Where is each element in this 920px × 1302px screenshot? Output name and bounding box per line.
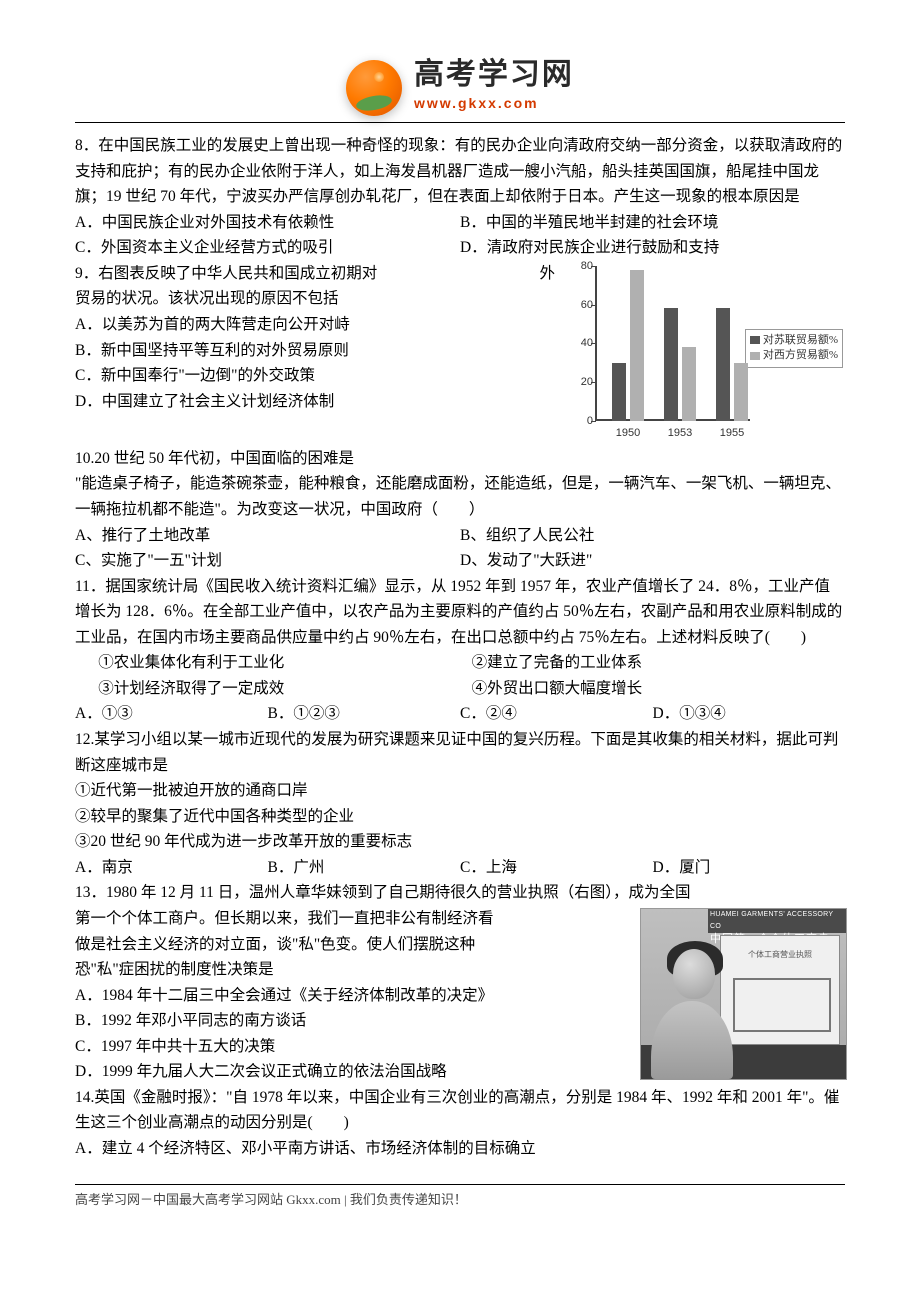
question-9: 9．右图表反映了中华人民共和国成立初期对 外 贸易的状况。该状况出现的原因不包括… <box>75 261 845 446</box>
q11-option-b: B．①②③ <box>268 701 461 727</box>
q8-option-d: D．清政府对民族企业进行鼓励和支持 <box>460 235 845 261</box>
q9-stem-c: 贸易的状况。该状况出现的原因不包括 <box>75 286 555 312</box>
q8-option-b: B．中国的半殖民地半封建的社会环境 <box>460 210 845 236</box>
logo-title: 高考学习网 <box>414 60 574 90</box>
trade-bar-chart: 对苏联贸易额%对西方贸易额% 020406080195019531955 <box>565 261 845 446</box>
chart-bar <box>630 270 644 421</box>
q10-stem1: 10.20 世纪 50 年代初，中国面临的困难是 <box>75 446 845 472</box>
question-10: 10.20 世纪 50 年代初，中国面临的困难是 "能造桌子椅子，能造茶碗茶壶，… <box>75 446 845 574</box>
q9-option-d: D．中国建立了社会主义计划经济体制 <box>75 389 555 415</box>
top-rule <box>75 122 845 123</box>
q12-stem: 12.某学习小组以某一城市近现代的发展为研究课题来见证中国的复兴历程。下面是其收… <box>75 727 845 778</box>
question-13: 13．1980 年 12 月 11 日，温州人章华妹领到了自己期待很久的营业执照… <box>75 880 845 1085</box>
q9-option-c: C．新中国奉行"一边倒"的外交政策 <box>75 363 555 389</box>
q11-sub4: ④外贸出口额大幅度增长 <box>472 676 845 702</box>
q14-option-a: A．建立 4 个经济特区、邓小平南方讲话、市场经济体制的目标确立 <box>75 1136 845 1162</box>
q12-option-d: D．厦门 <box>653 855 846 881</box>
q9-option-b: B．新中国坚持平等互利的对外贸易原则 <box>75 338 555 364</box>
chart-bar <box>734 363 748 421</box>
q14-stem: 14.英国《金融时报》："自 1978 年以来，中国企业有三次创业的高潮点，分别… <box>75 1085 845 1136</box>
q11-stem: 11．据国家统计局《国民收入统计资料汇编》显示，从 1952 年到 1957 年… <box>75 574 845 651</box>
q11-sub3: ③计划经济取得了一定成效 <box>98 676 471 702</box>
q11-option-c: C．②④ <box>460 701 653 727</box>
q13-stem-line1: 13．1980 年 12 月 11 日，温州人章华妹领到了自己期待很久的营业执照… <box>75 880 845 906</box>
q12-option-c: C．上海 <box>460 855 653 881</box>
chart-bar <box>664 308 678 420</box>
page-footer: 高考学习网－中国最大高考学习网站 Gkxx.com | 我们负责传递知识！ <box>75 1184 845 1210</box>
q12-sub1: ①近代第一批被迫开放的通商口岸 <box>75 778 845 804</box>
logo-url: www.gkxx.com <box>414 92 574 115</box>
q12-option-a: A．南京 <box>75 855 268 881</box>
q8-stem: 8．在中国民族工业的发展史上曾出现一种奇怪的现象：有的民办企业向清政府交纳一部分… <box>75 133 845 210</box>
q9-stem-b: 外 <box>539 261 555 287</box>
question-8: 8．在中国民族工业的发展史上曾出现一种奇怪的现象：有的民办企业向清政府交纳一部分… <box>75 133 845 261</box>
question-11: 11．据国家统计局《国民收入统计资料汇编》显示，从 1952 年到 1957 年… <box>75 574 845 727</box>
q12-sub3: ③20 世纪 90 年代成为进一步改革开放的重要标志 <box>75 829 845 855</box>
logo: 高考学习网 www.gkxx.com <box>75 60 845 116</box>
question-14: 14.英国《金融时报》："自 1978 年以来，中国企业有三次创业的高潮点，分别… <box>75 1085 845 1162</box>
photo-banner: HUAMEI GARMENTS' ACCESSORY CO 中国第一个个体工商户 <box>708 909 846 933</box>
q12-sub2: ②较早的聚集了近代中国各种类型的企业 <box>75 804 845 830</box>
q10-option-c: C、实施了"一五"计划 <box>75 548 460 574</box>
q9-stem-a: 9．右图表反映了中华人民共和国成立初期对 <box>75 261 377 287</box>
q12-option-b: B．广州 <box>268 855 461 881</box>
q9-option-a: A．以美苏为首的两大阵营走向公开对峙 <box>75 312 555 338</box>
q8-option-a: A．中国民族企业对外国技术有依赖性 <box>75 210 460 236</box>
q11-option-d: D．①③④ <box>653 701 846 727</box>
q10-stem2: "能造桌子椅子，能造茶碗茶壶，能种粮食，还能磨成面粉，还能造纸，但是，一辆汽车、… <box>75 471 845 522</box>
q10-option-b: B、组织了人民公社 <box>460 523 845 549</box>
page: 高考学习网 www.gkxx.com 8．在中国民族工业的发展史上曾出现一种奇怪… <box>0 0 920 1250</box>
q10-option-a: A、推行了土地改革 <box>75 523 460 549</box>
logo-icon <box>346 60 402 116</box>
q11-sub1: ①农业集体化有利于工业化 <box>98 650 471 676</box>
q10-option-d: D、发动了"大跃进" <box>460 548 845 574</box>
chart-bar <box>612 363 626 421</box>
chart-legend: 对苏联贸易额%对西方贸易额% <box>745 329 843 368</box>
chart-bar <box>716 308 730 420</box>
q11-sub2: ②建立了完备的工业体系 <box>472 650 845 676</box>
chart-bar <box>682 347 696 421</box>
question-12: 12.某学习小组以某一城市近现代的发展为研究课题来见证中国的复兴历程。下面是其收… <box>75 727 845 880</box>
q8-option-c: C．外国资本主义企业经营方式的吸引 <box>75 235 460 261</box>
license-photo: HUAMEI GARMENTS' ACCESSORY CO 中国第一个个体工商户… <box>640 908 845 1080</box>
q11-option-a: A．①③ <box>75 701 268 727</box>
license-sheet: 个体工商营业执照 <box>720 935 840 1045</box>
